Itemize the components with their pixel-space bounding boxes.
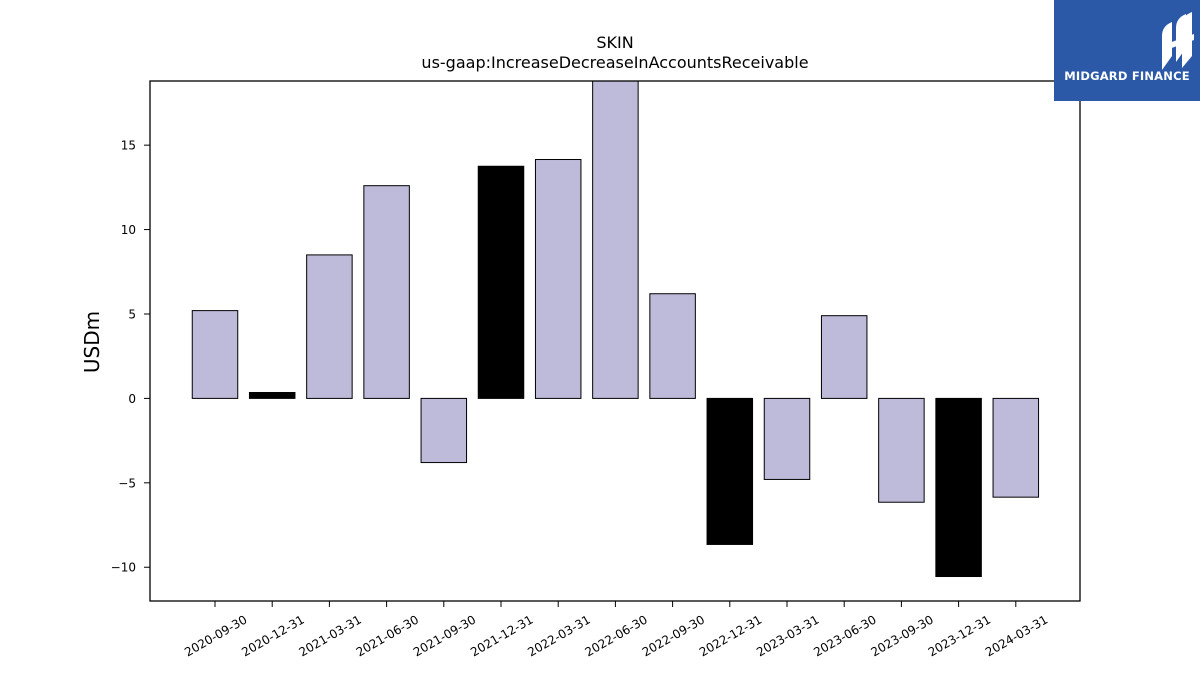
bar-2021-06-30 [363,185,410,399]
y-tick-label: 5 [128,307,136,321]
bar-2023-06-30 [820,315,868,399]
bars-group [191,80,1040,578]
x-tick-label: 2021-06-30 [354,612,421,659]
x-tick-label: 2021-03-31 [296,612,363,659]
midgard-finance-logo: MIDGARD FINANCE [1054,0,1200,101]
bar-2021-03-31 [306,254,353,399]
bar-2023-12-31 [935,397,982,578]
y-tick-label: 0 [128,392,136,406]
y-tick-label: 15 [121,139,136,153]
bar-2020-09-30 [191,310,239,399]
x-tick-label: 2023-09-30 [868,612,935,659]
bar-2021-12-31 [477,165,525,399]
logo-mark-icon [1162,12,1194,70]
x-tick-label: 2022-12-31 [697,612,764,659]
bar-2022-03-31 [534,159,582,399]
x-tick-label: 2022-03-31 [525,612,592,659]
chart-subtitle: us-gaap:IncreaseDecreaseInAccountsReceiv… [421,53,808,72]
logo-text: MIDGARD FINANCE [1064,69,1190,83]
x-tick-label: 2021-09-30 [411,612,478,659]
x-tick-label: 2024-03-31 [983,612,1050,659]
bar-2021-09-30 [420,397,468,464]
y-axis-label: USDm [80,311,104,373]
bar-2022-09-30 [649,293,696,399]
bar-2022-12-31 [706,397,754,545]
y-tick-label: 10 [121,223,136,237]
bar-2023-09-30 [878,397,925,503]
bar-2023-03-31 [763,397,811,480]
bar-2022-06-30 [592,80,639,399]
x-axis-ticks: 2020-09-302020-12-312021-03-312021-06-30… [182,601,1050,659]
y-tick-label: −5 [118,476,136,490]
y-tick-label: −10 [111,561,136,575]
x-tick-label: 2020-12-31 [239,612,306,659]
x-tick-label: 2023-06-30 [811,612,878,659]
x-tick-label: 2023-12-31 [926,612,993,659]
bar-2024-03-31 [992,397,1040,498]
x-tick-label: 2021-12-31 [468,612,535,659]
x-tick-label: 2020-09-30 [182,612,249,659]
bar-2020-12-31 [248,391,296,399]
x-tick-label: 2022-06-30 [582,612,649,659]
x-tick-label: 2023-03-31 [754,612,821,659]
x-tick-label: 2022-09-30 [640,612,707,659]
y-axis-ticks: −10 −5 0 5 10 15 [111,139,150,575]
plot-frame [149,80,1081,602]
chart-title: SKIN [596,33,633,52]
